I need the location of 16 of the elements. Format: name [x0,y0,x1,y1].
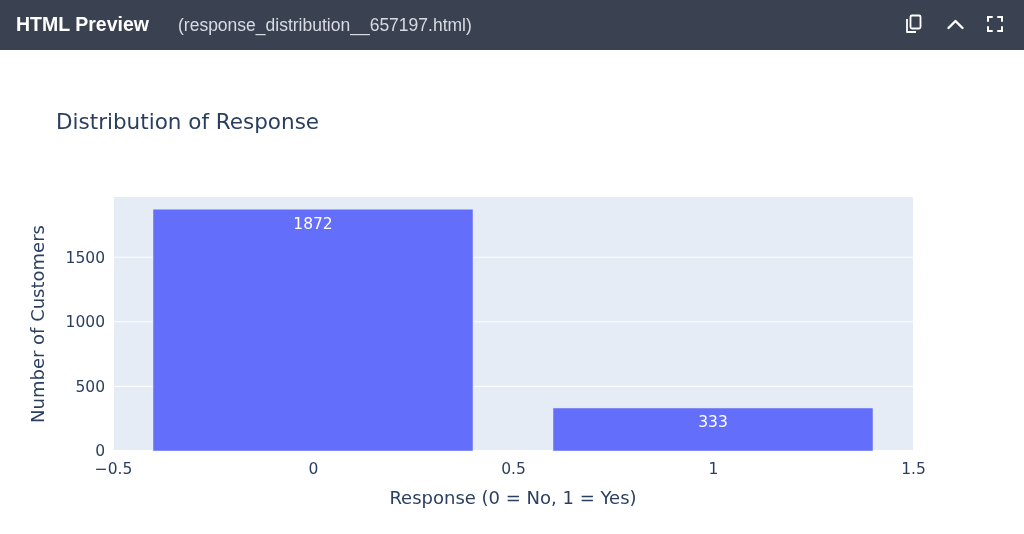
chart-title: Distribution of Response [56,109,320,134]
y-tick-label: 0 [95,442,105,461]
text: (response_distribution__657197.html) [178,15,472,36]
y-tick-label: 1500 [65,248,105,267]
x-tick-label: 0 [308,460,319,479]
y-axis-title: Number of Customers [27,225,48,423]
text: HTML Preview [16,13,150,35]
x-tick-label: 1.5 [901,460,926,479]
y-tick-label: 500 [75,377,105,396]
x-tick-label: 1 [708,460,719,479]
data-label: 333 [698,413,728,432]
x-tick-label: 0.5 [501,460,526,479]
x-tick-label: −0.5 [94,460,133,479]
x-axis-title: Response (0 = No, 1 = Yes) [389,487,637,508]
y-tick-label: 1000 [65,313,105,332]
data-label: 1872 [293,214,333,233]
